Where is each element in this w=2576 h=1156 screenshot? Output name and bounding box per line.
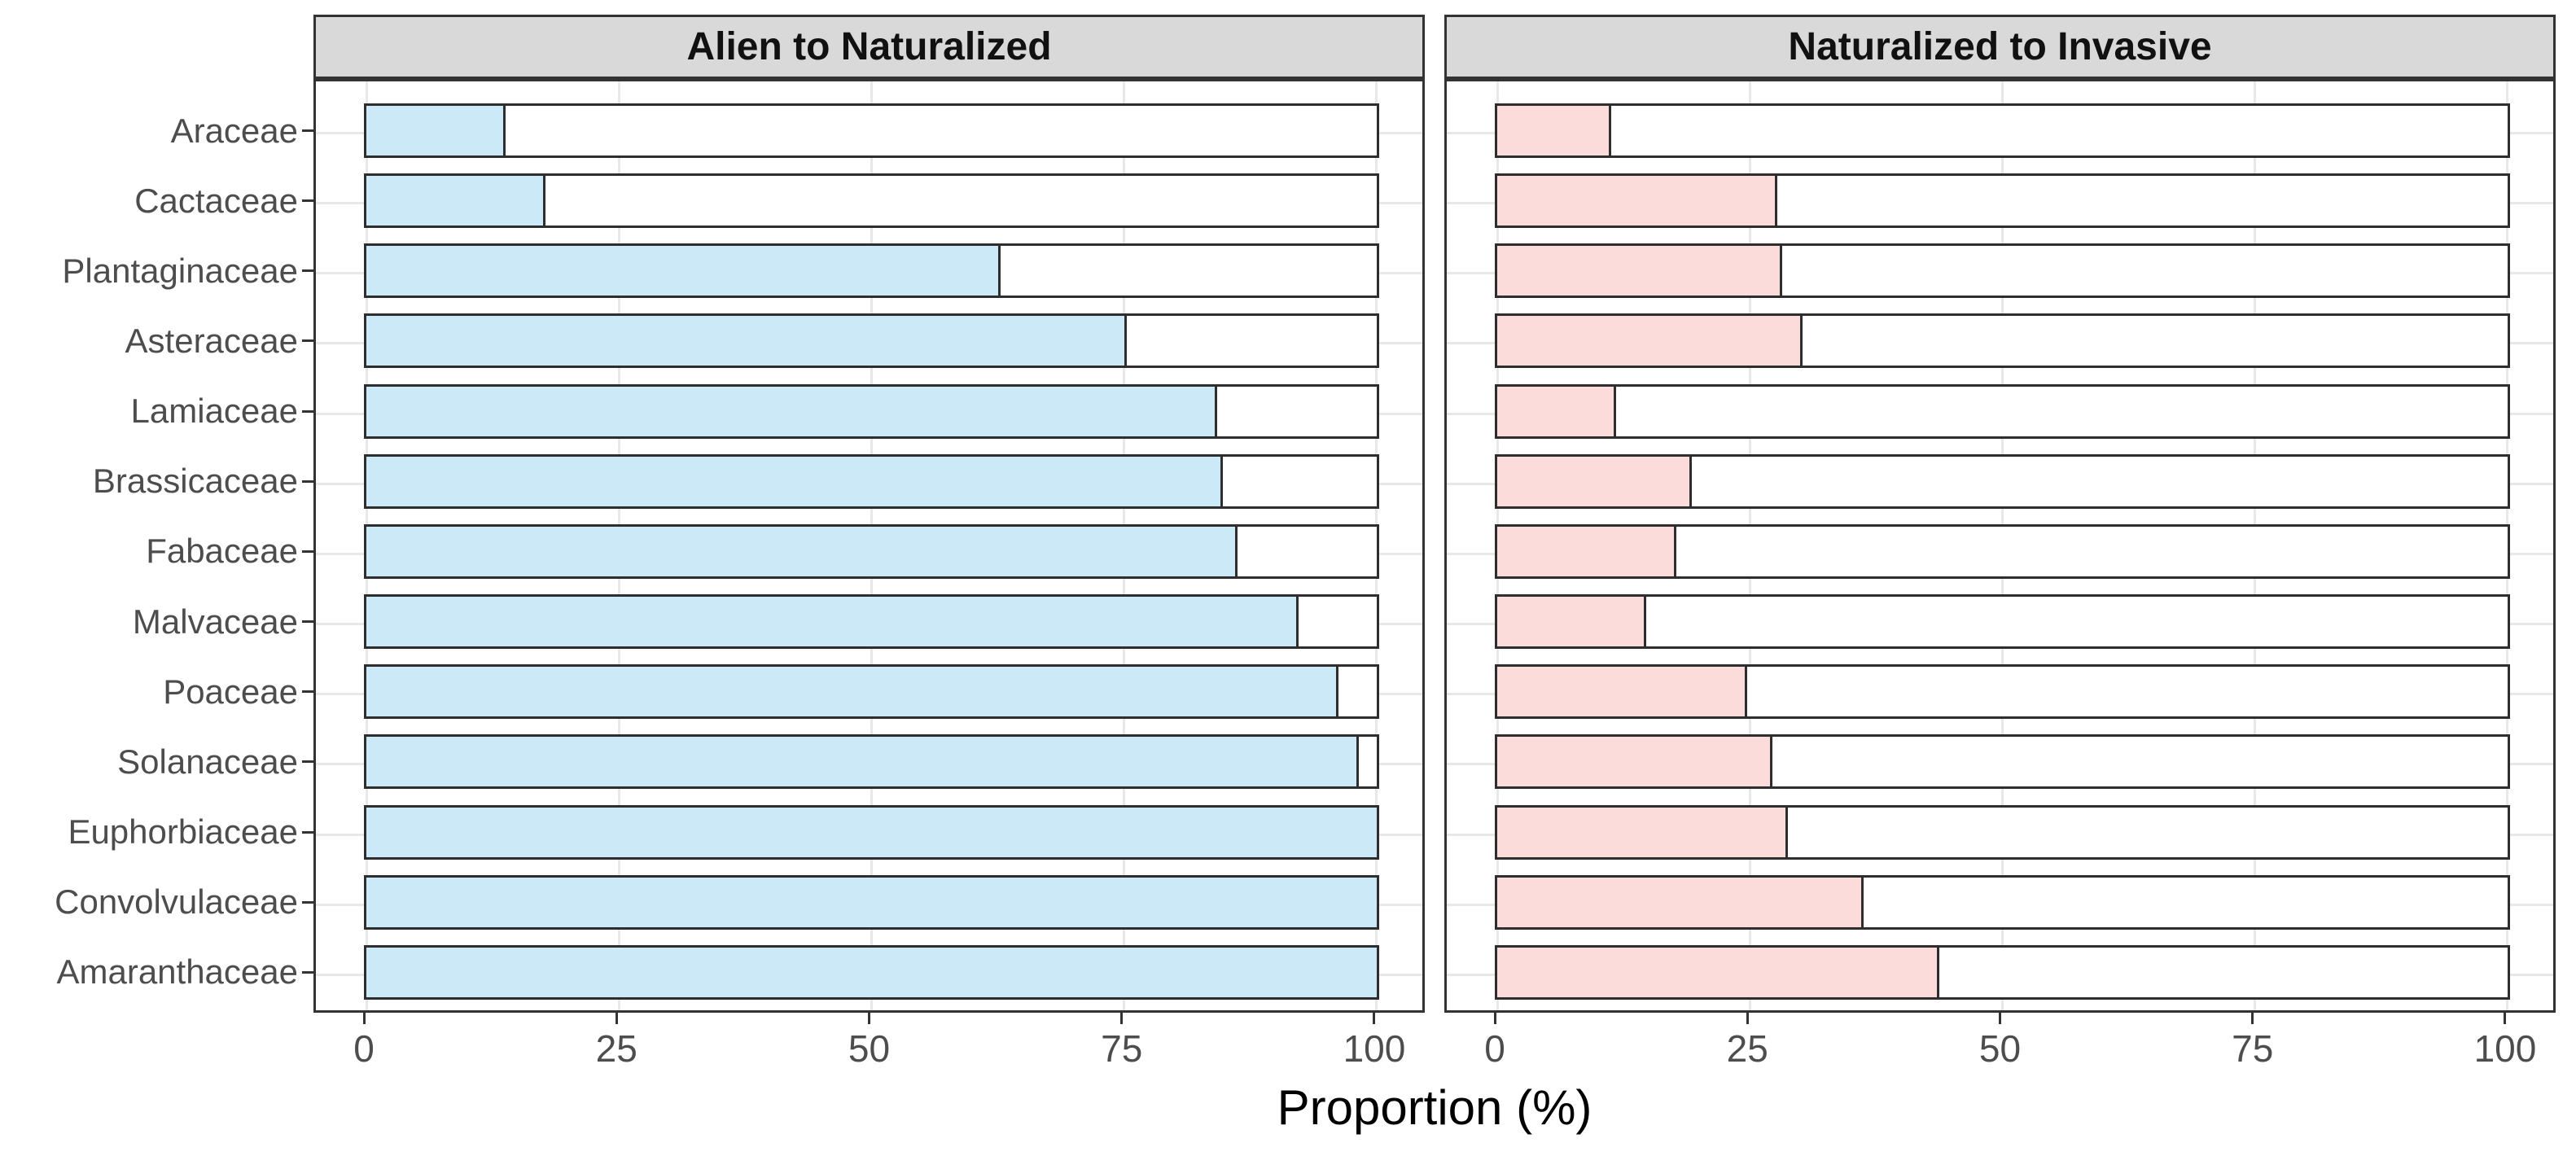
facet-strip-alien-to-naturalized: Alien to Naturalized <box>313 15 1425 79</box>
bar-fill-convolvulaceae <box>364 874 1379 930</box>
y-tick <box>302 129 313 132</box>
category-label-malvaceae: Malvaceae <box>132 602 298 641</box>
bar-fill-solanaceae <box>1495 734 1773 790</box>
category-label-brassicaceae: Brassicaceae <box>92 462 298 501</box>
x-tick-75 <box>1120 1013 1124 1024</box>
bar-fill-asteraceae <box>1495 313 1803 369</box>
x-tick-25 <box>1746 1013 1749 1024</box>
category-label-cactaceae: Cactaceae <box>134 181 298 220</box>
x-tick-label-50: 50 <box>1978 1027 2022 1070</box>
category-label-euphorbiaceae: Euphorbiaceae <box>68 812 298 851</box>
category-label-fabaceae: Fabaceae <box>146 532 298 571</box>
y-tick <box>302 269 313 273</box>
category-label-poaceae: Poaceae <box>163 672 298 711</box>
bar-fill-amaranthaceae <box>364 944 1379 1000</box>
bar-fill-araceae <box>364 103 506 158</box>
bar-fill-malvaceae <box>1495 594 1646 650</box>
bar-track-lamiaceae <box>1495 383 2510 439</box>
bar-fill-malvaceae <box>364 594 1299 650</box>
facet-strip-naturalized-to-invasive: Naturalized to Invasive <box>1444 15 2556 79</box>
x-tick-label-75: 75 <box>2232 1027 2274 1070</box>
x-tick-label-25: 25 <box>595 1027 637 1070</box>
y-tick <box>302 970 313 974</box>
y-tick <box>302 900 313 904</box>
x-tick-label-100: 100 <box>1343 1027 1406 1070</box>
category-label-amaranthaceae: Amaranthaceae <box>56 952 298 992</box>
y-tick <box>302 339 313 343</box>
category-label-araceae: Araceae <box>170 111 298 150</box>
x-axis-title: Proportion (%) <box>1277 1080 1592 1135</box>
x-tick-label-25: 25 <box>1726 1027 1768 1070</box>
category-label-plantaginaceae: Plantaginaceae <box>62 251 298 290</box>
bar-fill-amaranthaceae <box>1495 944 1939 1000</box>
x-tick-50 <box>868 1013 870 1024</box>
bar-fill-poaceae <box>364 664 1339 720</box>
bar-fill-brassicaceae <box>364 453 1223 509</box>
bar-fill-araceae <box>1495 103 1611 158</box>
x-tick-label-0: 0 <box>1484 1027 1505 1070</box>
y-tick <box>302 830 313 834</box>
y-tick <box>302 409 313 413</box>
category-label-convolvulaceae: Convolvulaceae <box>55 882 298 922</box>
panel-alien-to-naturalized <box>313 79 1425 1013</box>
y-tick <box>302 550 313 553</box>
x-tick-label-50: 50 <box>848 1027 891 1070</box>
bar-fill-cactaceae <box>364 173 546 229</box>
x-tick-50 <box>1999 1013 2001 1024</box>
bar-fill-convolvulaceae <box>1495 874 1864 930</box>
x-tick-label-0: 0 <box>353 1027 375 1070</box>
category-label-asteraceae: Asteraceae <box>125 321 298 360</box>
category-label-solanaceae: Solanaceae <box>117 742 298 781</box>
bar-fill-cactaceae <box>1495 173 1778 229</box>
panel-naturalized-to-invasive <box>1444 79 2556 1013</box>
bar-fill-plantaginaceae <box>364 243 1001 299</box>
bar-fill-fabaceae <box>364 523 1238 579</box>
x-tick-100 <box>1373 1013 1376 1024</box>
bar-track-malvaceae <box>1495 594 2510 650</box>
y-tick <box>302 690 313 694</box>
bar-fill-lamiaceae <box>1495 383 1616 439</box>
y-tick <box>302 479 313 483</box>
y-tick <box>302 199 313 203</box>
bar-fill-euphorbiaceae <box>1495 804 1788 860</box>
bar-fill-asteraceae <box>364 313 1127 369</box>
category-label-lamiaceae: Lamiaceae <box>130 392 298 431</box>
bar-fill-fabaceae <box>1495 523 1677 579</box>
x-tick-0 <box>1493 1013 1496 1024</box>
bar-fill-solanaceae <box>364 734 1360 790</box>
bar-fill-poaceae <box>1495 664 1748 720</box>
bar-fill-euphorbiaceae <box>364 804 1379 860</box>
bar-track-araceae <box>364 103 1379 158</box>
bar-fill-plantaginaceae <box>1495 243 1783 299</box>
bar-fill-lamiaceae <box>364 383 1218 439</box>
y-tick <box>302 760 313 764</box>
x-tick-25 <box>615 1013 618 1024</box>
y-tick <box>302 620 313 624</box>
x-tick-75 <box>2251 1013 2254 1024</box>
x-tick-label-100: 100 <box>2473 1027 2537 1070</box>
x-tick-label-75: 75 <box>1101 1027 1143 1070</box>
x-tick-100 <box>2504 1013 2507 1024</box>
x-tick-0 <box>362 1013 366 1024</box>
bar-fill-brassicaceae <box>1495 453 1692 509</box>
bar-track-araceae <box>1495 103 2510 158</box>
